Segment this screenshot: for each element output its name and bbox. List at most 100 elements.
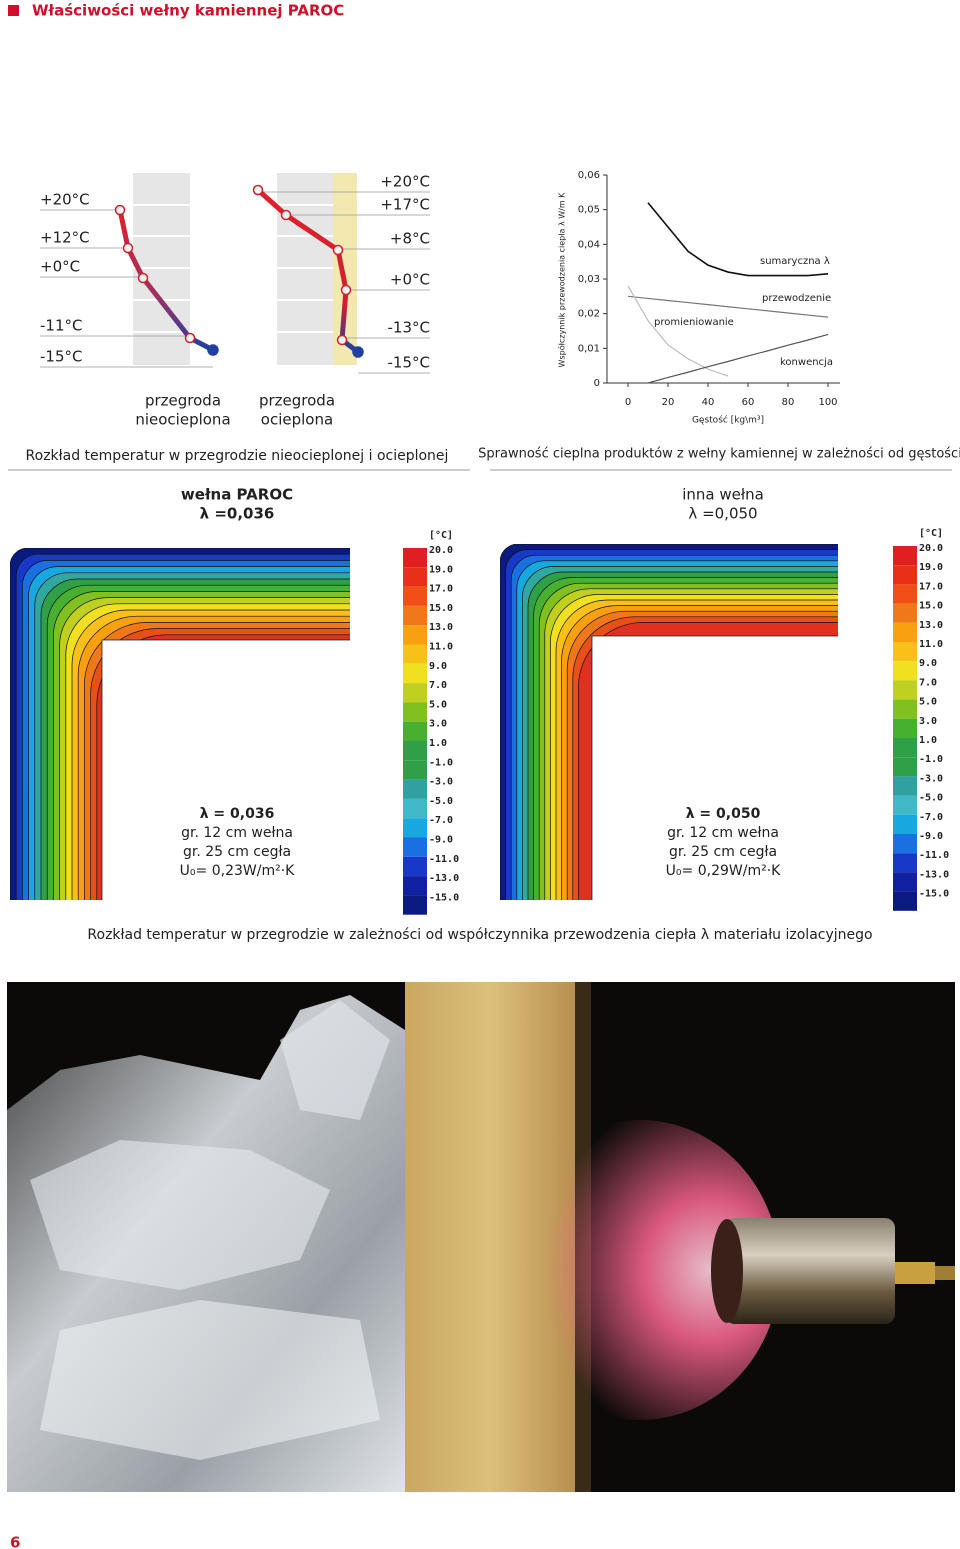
y-tick-label: 0,01 — [578, 343, 600, 354]
scale-label: -7.0 — [919, 812, 943, 823]
panel-note: gr. 25 cm cegła — [183, 844, 291, 860]
y-tick-label: 0 — [594, 378, 600, 389]
profile-point — [184, 332, 196, 344]
wall-labels: +20°C +12°C +0°C -11°C -15°C +20°C +17°C +8°C +0… — [40, 173, 430, 374]
scale-label: 3.0 — [919, 716, 937, 727]
scale-swatch — [893, 718, 917, 738]
scale-label: 9.0 — [919, 658, 937, 669]
x-tick-label: 40 — [702, 397, 715, 408]
profile-point — [122, 242, 134, 254]
series-label: sumaryczna λ — [760, 256, 830, 267]
temperature-label: -13°C — [388, 319, 430, 337]
scale-label: -9.0 — [919, 831, 943, 842]
panel-note: U₀= 0,29W/m²·K — [666, 863, 781, 879]
scale-label: 13.0 — [429, 622, 453, 633]
data-line — [647, 202, 829, 277]
scale-label: 7.0 — [919, 677, 937, 688]
scale-swatch — [403, 798, 427, 819]
scale-swatch — [893, 872, 917, 892]
profile-point — [340, 284, 352, 296]
profile-point — [336, 334, 348, 346]
chart-caption: Sprawność cieplna produktów z wełny kami… — [478, 447, 960, 462]
scale-swatch — [403, 567, 427, 587]
panel-heading: λ =0,050 — [688, 505, 757, 523]
scale-swatch — [403, 702, 427, 722]
panel-note: gr. 25 cm cegła — [669, 844, 777, 860]
inner-area — [101, 639, 350, 900]
data-line — [627, 285, 729, 377]
photo — [7, 982, 955, 1492]
scale-label: 11.0 — [429, 642, 453, 653]
x-axis-label: Gęstość [kg\m³] — [692, 415, 764, 426]
line-chart: Współczynnik przewodzenia ciepła λ W/m K… — [557, 170, 840, 426]
scale-swatch — [403, 721, 427, 741]
page-number: 6 — [10, 1534, 20, 1549]
scale-swatch — [403, 586, 427, 606]
scale-swatch — [403, 605, 427, 626]
wall-caption: przegroda — [259, 392, 335, 410]
scale-swatch — [893, 757, 917, 777]
scale-label: 19.0 — [429, 564, 453, 575]
scale-swatch — [893, 738, 917, 758]
panel-note: λ = 0,050 — [686, 806, 761, 822]
panel-note: gr. 12 cm wełna — [181, 825, 293, 841]
scale-label: -5.0 — [919, 793, 943, 804]
scale-swatch — [893, 853, 917, 873]
scale-swatch — [893, 680, 917, 700]
panel-heading: wełna PAROC — [181, 486, 293, 504]
scale-label: 17.0 — [429, 584, 453, 595]
profile-point — [207, 344, 219, 356]
scale-label: -13.0 — [919, 869, 949, 880]
scale-label: 1.0 — [919, 735, 937, 746]
header-bullet — [8, 5, 19, 16]
wall-caption: przegroda — [145, 392, 221, 410]
scale-label: -5.0 — [429, 796, 453, 807]
inner-area — [591, 635, 838, 900]
scale-swatch — [893, 584, 917, 604]
profile-point — [332, 244, 344, 256]
y-tick-label: 0,06 — [578, 170, 600, 181]
scale-swatch — [893, 795, 917, 815]
profile-point — [114, 204, 126, 216]
temperature-label: +17°C — [380, 196, 430, 214]
y-tick-label: 0,02 — [578, 309, 600, 320]
profile-point — [137, 272, 149, 284]
temperature-label: -15°C — [40, 348, 82, 366]
x-tick-label: 100 — [818, 397, 837, 408]
scale-label: -13.0 — [429, 873, 459, 884]
wall-caption: nieocieplona — [135, 411, 230, 429]
scale-swatch — [403, 663, 427, 684]
scale-swatch — [403, 625, 427, 645]
scale-swatch — [893, 834, 917, 854]
data-line — [627, 295, 829, 318]
scale-label: 1.0 — [429, 738, 447, 749]
temperature-label: +12°C — [40, 229, 90, 247]
wall-caption: ocieplona — [261, 411, 333, 429]
x-tick-label: 60 — [742, 397, 755, 408]
scale-label: 20.0 — [429, 545, 453, 556]
scale-unit: [°C] — [919, 528, 943, 539]
scale-label: 13.0 — [919, 620, 943, 631]
scale-label: -7.0 — [429, 815, 453, 826]
scale-swatch — [403, 644, 427, 664]
data-line — [647, 333, 829, 384]
scale-swatch — [403, 895, 427, 915]
profile-point — [280, 209, 292, 221]
y-tick-label: 0,05 — [578, 205, 600, 216]
temperature-label: -15°C — [388, 354, 430, 372]
panel-heading: inna wełna — [682, 486, 764, 504]
scale-label: 7.0 — [429, 680, 447, 691]
scale-swatch — [403, 856, 427, 877]
scale-label: 17.0 — [919, 581, 943, 592]
scale-label: 15.0 — [429, 603, 453, 614]
panel-note: λ = 0,036 — [200, 806, 275, 822]
scale-swatch — [403, 876, 427, 896]
figure-caption: Rozkład temperatur w przegrodzie w zależ… — [87, 927, 872, 943]
scale-swatch — [893, 546, 917, 566]
scale-swatch — [403, 741, 427, 761]
scale-label: -11.0 — [919, 850, 949, 861]
scale-label: 20.0 — [919, 543, 943, 554]
y-tick-label: 0,04 — [578, 239, 600, 250]
